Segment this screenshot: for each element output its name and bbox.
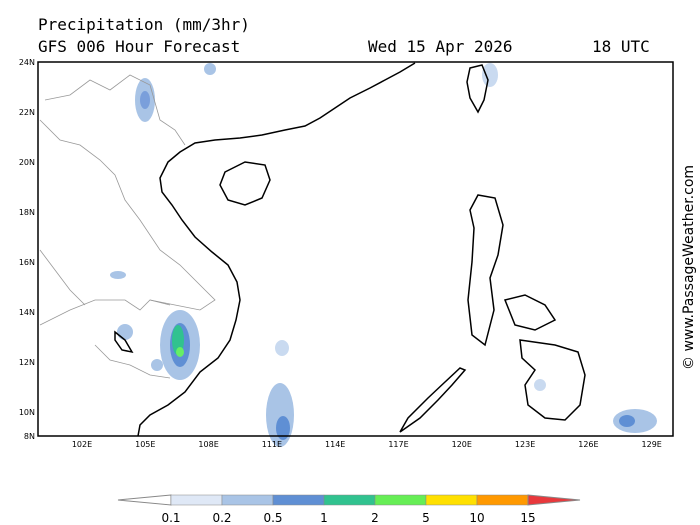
colorbar-label: 0.1 (161, 511, 180, 525)
colorbar-end (527, 494, 581, 506)
lon-label: 129E (642, 440, 662, 449)
lon-label: 123E (515, 440, 535, 449)
precip-area (117, 324, 133, 340)
colorbar-label: 5 (422, 511, 430, 525)
precip-area (204, 63, 216, 75)
title: Precipitation (mm/3hr) (38, 15, 250, 34)
colorbar-label: 2 (371, 511, 379, 525)
date: Wed 15 Apr 2026 (368, 37, 513, 56)
lat-label: 22N (19, 108, 35, 117)
precip-area (276, 416, 290, 440)
lat-label: 12N (19, 358, 35, 367)
colorbar-label: 10 (469, 511, 484, 525)
lat-label: 10N (19, 408, 35, 417)
lat-label: 14N (19, 308, 35, 317)
precip-area (275, 340, 289, 356)
lon-label: 105E (135, 440, 155, 449)
lon-label: 108E (198, 440, 218, 449)
lon-label: 126E (578, 440, 598, 449)
colorbar-segment (374, 494, 427, 506)
colorbar-label: 1 (320, 511, 328, 525)
lon-label: 120E (452, 440, 472, 449)
watermark: © www.PassageWeather.com (681, 165, 697, 370)
colorbar-label: 0.5 (263, 511, 282, 525)
latitude-labels: 24N 22N 20N 18N 16N 14N 12N 10N 8N (19, 58, 35, 441)
precip-area (151, 359, 163, 371)
colorbar: 0.1 0.2 0.5 1 2 5 10 15 (117, 494, 581, 525)
colorbar-segment (170, 494, 223, 506)
map-frame (37, 61, 674, 437)
colorbar-segment (221, 494, 274, 506)
precip-area (110, 271, 126, 279)
subtitle: GFS 006 Hour Forecast (38, 37, 240, 56)
colorbar-segment (425, 494, 478, 506)
longitude-labels: 102E 105E 108E 111E 114E 117E 120E 123E 126E 129E (72, 440, 662, 449)
precip-area (140, 91, 150, 109)
colorbar-label: 0.2 (212, 511, 231, 525)
time: 18 UTC (592, 37, 650, 56)
lon-label: 117E (388, 440, 408, 449)
colorbar-label: 15 (520, 511, 535, 525)
precipitation (110, 63, 657, 447)
lat-label: 20N (19, 158, 35, 167)
lon-label: 111E (262, 440, 282, 449)
borders (39, 74, 216, 379)
coastlines (114, 62, 586, 437)
precip-area (176, 347, 184, 357)
lon-label: 114E (325, 440, 345, 449)
lon-label: 102E (72, 440, 92, 449)
lat-label: 24N (19, 58, 35, 67)
colorbar-end (117, 494, 172, 506)
colorbar-segment (476, 494, 529, 506)
precip-area (482, 63, 498, 87)
precip-area (534, 379, 546, 391)
precip-area (619, 415, 635, 427)
colorbar-segment (272, 494, 325, 506)
lat-label: 16N (19, 258, 35, 267)
lat-label: 18N (19, 208, 35, 217)
lat-label: 8N (24, 432, 35, 441)
colorbar-segment (323, 494, 376, 506)
